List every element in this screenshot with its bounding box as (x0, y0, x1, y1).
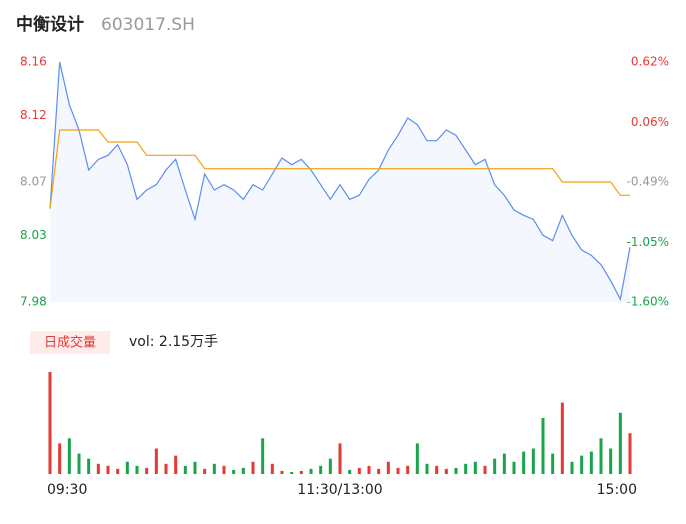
volume-bar (483, 465, 487, 474)
x-tick-label: 09:30 (47, 482, 87, 498)
volume-bar (203, 468, 207, 474)
volume-bar (183, 465, 187, 474)
stock-name: 中衡设计 (16, 14, 84, 35)
volume-bar (377, 468, 381, 474)
volume-bar (309, 468, 313, 474)
volume-bar (48, 372, 52, 474)
volume-bar (251, 461, 255, 474)
volume-bar (560, 402, 564, 474)
volume-bar (164, 463, 168, 474)
volume-text: vol: 2.15万手 (129, 334, 218, 350)
volume-bar (67, 438, 71, 474)
volume-bar (570, 461, 574, 474)
volume-bar (580, 455, 584, 474)
volume-bar (125, 461, 129, 474)
y-tick-label: 8.03 (20, 228, 47, 242)
y-tick-label: 8.07 (20, 175, 47, 189)
volume-bar (367, 465, 371, 474)
volume-bar (319, 465, 323, 474)
y2-tick-label: -1.05% (627, 235, 669, 249)
price-area (50, 62, 630, 302)
y-tick-label: 8.16 (20, 55, 47, 69)
volume-bar (154, 448, 158, 474)
volume-bar (454, 467, 458, 474)
volume-bar (290, 471, 294, 474)
volume-bar (58, 443, 62, 474)
volume-bar (551, 453, 555, 474)
volume-bar (193, 461, 197, 474)
volume-bar (212, 463, 216, 474)
volume-bar (174, 455, 178, 474)
volume-bar (232, 469, 236, 474)
volume-bar (628, 433, 632, 474)
volume-bar (116, 468, 120, 474)
volume-bar (541, 417, 545, 474)
x-tick-label: 11:30/13:00 (297, 482, 382, 498)
volume-bar (135, 465, 139, 474)
volume-bar (618, 412, 622, 474)
y2-tick-label: 0.06% (631, 115, 669, 129)
volume-bar (106, 465, 110, 474)
volume-bar (348, 469, 352, 474)
y2-tick-label: -1.60% (627, 295, 669, 309)
volume-bar (415, 443, 419, 474)
volume-bar (338, 443, 342, 474)
volume-bar (270, 463, 274, 474)
volume-bar (145, 467, 149, 474)
volume-bar (77, 453, 81, 474)
volume-bar (386, 461, 390, 474)
volume-bar (531, 448, 535, 474)
price-line (49, 61, 631, 302)
volume-bar (222, 465, 226, 474)
volume-bar (493, 458, 497, 474)
volume-bar (473, 461, 477, 474)
volume-bar (396, 467, 400, 474)
volume-bar (241, 467, 245, 474)
volume-label: 日成交量 (44, 335, 96, 351)
volume-bar (280, 470, 284, 474)
volume-bar (435, 465, 439, 474)
y2-tick-label: 0.62% (631, 55, 669, 69)
volume-label-bg (30, 331, 110, 354)
volume-bar (87, 458, 91, 474)
y2-tick-label: -0.49% (627, 175, 669, 189)
volume-bar (444, 468, 448, 474)
y-tick-label: 7.98 (20, 295, 47, 309)
volume-bar (328, 458, 332, 474)
volume-bar (406, 465, 410, 474)
volume-bar (96, 463, 100, 474)
volume-bar (522, 451, 526, 474)
volume-bar (357, 467, 361, 474)
volume-bar (512, 461, 516, 474)
volume-bar (425, 463, 429, 474)
volume-bar (502, 453, 506, 474)
volume-bar (261, 438, 265, 474)
volume-bar (464, 463, 468, 474)
volume-bar (589, 451, 593, 474)
volume-bar (299, 470, 303, 474)
stock-code: 603017.SH (101, 15, 195, 35)
volume-bar (599, 438, 603, 474)
y-tick-label: 8.12 (20, 108, 47, 122)
x-tick-label: 15:00 (597, 482, 637, 498)
avg-line (49, 129, 630, 209)
volume-bar (609, 448, 613, 474)
